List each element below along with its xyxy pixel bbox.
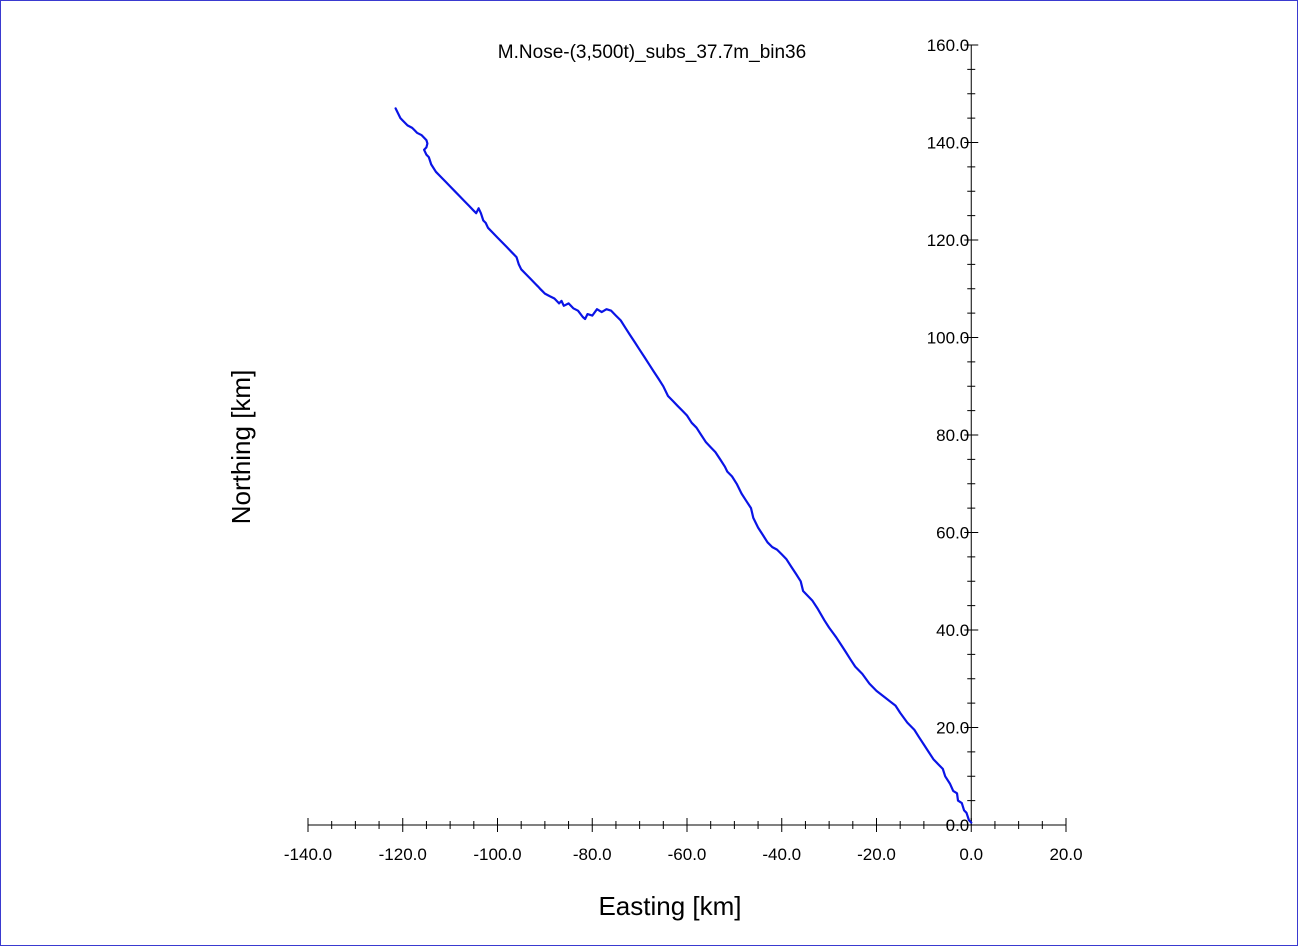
y-tick-label: 80.0 (936, 426, 969, 445)
y-tick-label: 100.0 (927, 329, 970, 348)
y-tick-label: 40.0 (936, 621, 969, 640)
x-axis-title: Easting [km] (598, 891, 741, 921)
y-tick-label: 0.0 (946, 816, 970, 835)
y-tick-label: 160.0 (927, 36, 970, 55)
y-tick-label: 140.0 (927, 134, 970, 153)
x-tick-label: -100.0 (473, 845, 521, 864)
axes: -140.0 -120.0 -100.0 -80.0 -60.0 -40.0 -20.0 0.… (284, 36, 1083, 864)
x-tick-label: -60.0 (668, 845, 707, 864)
y-axis-title: Northing [km] (226, 370, 256, 525)
series-line (394, 107, 973, 824)
y-tick-label: 20.0 (936, 719, 969, 738)
x-tick-label: -140.0 (284, 845, 332, 864)
x-tick-label: -40.0 (762, 845, 801, 864)
x-tick-label: 0.0 (959, 845, 983, 864)
x-tick-label: -20.0 (857, 845, 896, 864)
x-tick-label: -80.0 (573, 845, 612, 864)
x-tick-label: -120.0 (379, 845, 427, 864)
series-group (394, 107, 973, 824)
y-tick-label: 60.0 (936, 524, 969, 543)
x-tick-label: 20.0 (1049, 845, 1082, 864)
y-tick-label: 120.0 (927, 231, 970, 250)
chart-title: M.Nose-(3,500t)_subs_37.7m_bin36 (498, 42, 806, 63)
